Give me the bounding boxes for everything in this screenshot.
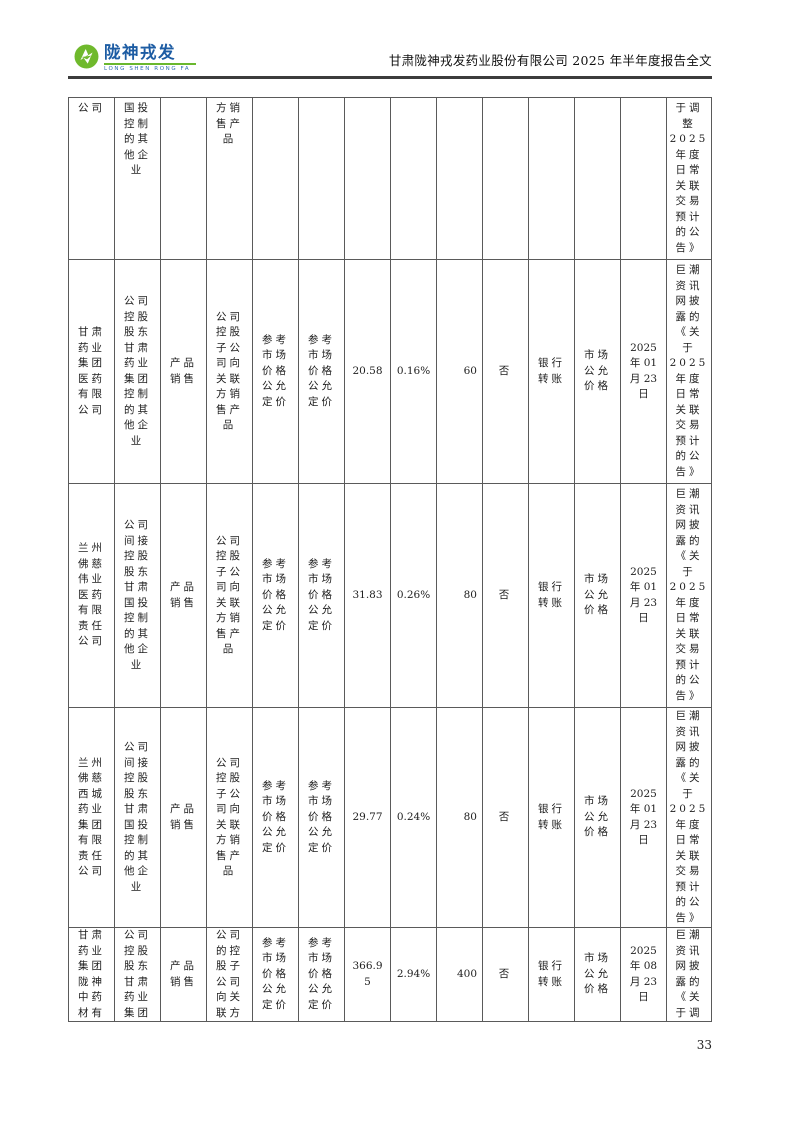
- table-cell: 甘肃 药业 集团 陇神 中药 材有: [69, 928, 115, 1021]
- table-cell: 参考 市场 价格 公允 定价: [253, 928, 299, 1021]
- table-row: 公司 国投 控制 的其 他企 业 方销 售产 品 于调 整 2025 年度 日常…: [69, 98, 711, 260]
- table-cell: 31.83: [345, 484, 391, 707]
- table-cell: 产品 销售: [161, 260, 207, 483]
- table-cell: [391, 98, 437, 259]
- table-cell: 2025 年 01 月 23 日: [621, 708, 667, 927]
- table-cell: 2.94%: [391, 928, 437, 1021]
- table-row: 甘肃 药业 集团 陇神 中药 材有 公司 控股 股东 甘肃 药业 集团 产品 销…: [69, 928, 711, 1021]
- table-cell: 巨潮 资讯 网披 露的 《关 于 2025 年度 日常 关联 交易 预计 的公 …: [669, 710, 709, 924]
- table-cell: 366.9 5: [345, 928, 391, 1021]
- table-cell: 公司 控股 子公 司向 关联 方销 售产 品: [207, 484, 253, 707]
- table-cell: [529, 98, 575, 259]
- table-cell: 60: [437, 260, 483, 483]
- table-cell: 于调 整 2025 年度 日常 关联 交易 预计 的公 告》: [669, 102, 709, 254]
- table-cell: 巨潮 资讯 网披 露的 《关 于 2025 年度 日常 关联 交易 预计 的公 …: [669, 264, 709, 478]
- table-cell: 公司 控股 子公 司向 关联 方销 售产 品: [207, 260, 253, 483]
- table-cell: 否: [483, 708, 529, 927]
- table-cell: 20.58: [345, 260, 391, 483]
- table-cell: [299, 98, 345, 259]
- brand-underline: [104, 63, 196, 65]
- table-cell: 兰州 佛慈 西城 药业 集团 有限 责任 公司: [69, 708, 115, 927]
- table-cell: 参考 市场 价格 公允 定价: [299, 928, 345, 1021]
- table-cell: 产品 销售: [161, 928, 207, 1021]
- table-cell: 巨潮 资讯 网披 露的 《关 于调: [675, 929, 703, 1019]
- table-cell: 否: [483, 260, 529, 483]
- table-row: 甘肃 药业 集团 医药 有限 公司 公司 控股 股东 甘肃 药业 集团 控制 的…: [69, 260, 711, 484]
- logo-mark-icon: [74, 44, 99, 69]
- table-cell: 产品 销售: [161, 484, 207, 707]
- header-rule: [68, 76, 712, 79]
- table-cell: 2025 年 01 月 23 日: [621, 484, 667, 707]
- table-cell: 参考 市场 价格 公允 定价: [253, 708, 299, 927]
- table-cell: 参考 市场 价格 公允 定价: [253, 260, 299, 483]
- brand-name-en: LONG SHEN RONG FA: [104, 66, 191, 72]
- table-cell: 方销 售产 品: [207, 98, 253, 259]
- table-cell: 公司 的控 股子 公司 向关 联方: [207, 928, 253, 1021]
- table-cell: 参考 市场 价格 公允 定价: [299, 708, 345, 927]
- table-cell: 400: [437, 928, 483, 1021]
- table-cell: 巨潮 资讯 网披 露的 《关 于 2025 年度 日常 关联 交易 预计 的公 …: [669, 488, 709, 702]
- table-cell: 银行 转账: [529, 260, 575, 483]
- table-cell: 否: [483, 484, 529, 707]
- table-cell: [621, 98, 667, 259]
- table-cell: 甘肃 药业 集团 医药 有限 公司: [69, 260, 115, 483]
- table-cell: 公司 间接 控股 股东 甘肃 国投 控制 的其 他企 业: [115, 708, 161, 927]
- table-cell: [483, 98, 529, 259]
- table-cell: [575, 98, 621, 259]
- table-cell: 公司 控股 股东 甘肃 药业 集团: [115, 928, 161, 1021]
- table-cell: 0.16%: [391, 260, 437, 483]
- table-cell: 银行 转账: [529, 484, 575, 707]
- table-cell: 公司 间接 控股 股东 甘肃 国投 控制 的其 他企 业: [115, 484, 161, 707]
- related-party-transactions-table: 公司 国投 控制 的其 他企 业 方销 售产 品 于调 整 2025 年度 日常…: [68, 97, 712, 1022]
- table-cell: 兰州 佛慈 伟业 医药 有限 责任 公司: [69, 484, 115, 707]
- table-cell: 银行 转账: [529, 928, 575, 1021]
- table-cell: 80: [437, 484, 483, 707]
- table-cell: [437, 98, 483, 259]
- table-cell: 29.77: [345, 708, 391, 927]
- table-cell: 80: [437, 708, 483, 927]
- table-cell: 公司 控股 股东 甘肃 药业 集团 控制 的其 他企 业: [115, 260, 161, 483]
- table-cell: 国投 控制 的其 他企 业: [115, 98, 161, 259]
- table-cell: 银行 转账: [529, 708, 575, 927]
- table-cell: 参考 市场 价格 公允 定价: [253, 484, 299, 707]
- table-cell: 市场 公允 价格: [575, 708, 621, 927]
- report-title: 甘肃陇神戎发药业股份有限公司 2025 年半年度报告全文: [388, 53, 712, 68]
- brand-name-cn: 陇神戎发: [104, 43, 176, 62]
- table-row: 兰州 佛慈 西城 药业 集团 有限 责任 公司 公司 间接 控股 股东 甘肃 国…: [69, 708, 711, 928]
- table-cell: 2025 年 08 月 23 日: [621, 928, 667, 1021]
- table-cell: [161, 98, 207, 259]
- table-cell: 0.26%: [391, 484, 437, 707]
- table-cell: 公司 控股 子公 司向 关联 方销 售产 品: [207, 708, 253, 927]
- table-row: 兰州 佛慈 伟业 医药 有限 责任 公司 公司 间接 控股 股东 甘肃 国投 控…: [69, 484, 711, 708]
- table-cell: 0.24%: [391, 708, 437, 927]
- table-cell: 产品 销售: [161, 708, 207, 927]
- table-cell: 市场 公允 价格: [575, 260, 621, 483]
- table-cell: 公司: [69, 98, 115, 259]
- table-cell: 参考 市场 价格 公允 定价: [299, 260, 345, 483]
- table-cell: [253, 98, 299, 259]
- table-cell: 否: [483, 928, 529, 1021]
- table-cell: 2025 年 01 月 23 日: [621, 260, 667, 483]
- table-cell: [345, 98, 391, 259]
- table-cell: 参考 市场 价格 公允 定价: [299, 484, 345, 707]
- company-logo: 陇神戎发 LONG SHEN RONG FA: [74, 44, 196, 72]
- logo-text: 陇神戎发 LONG SHEN RONG FA: [104, 44, 196, 72]
- table-cell: 市场 公允 价格: [575, 928, 621, 1021]
- table-cell: 市场 公允 价格: [575, 484, 621, 707]
- page-number: 33: [696, 1038, 712, 1052]
